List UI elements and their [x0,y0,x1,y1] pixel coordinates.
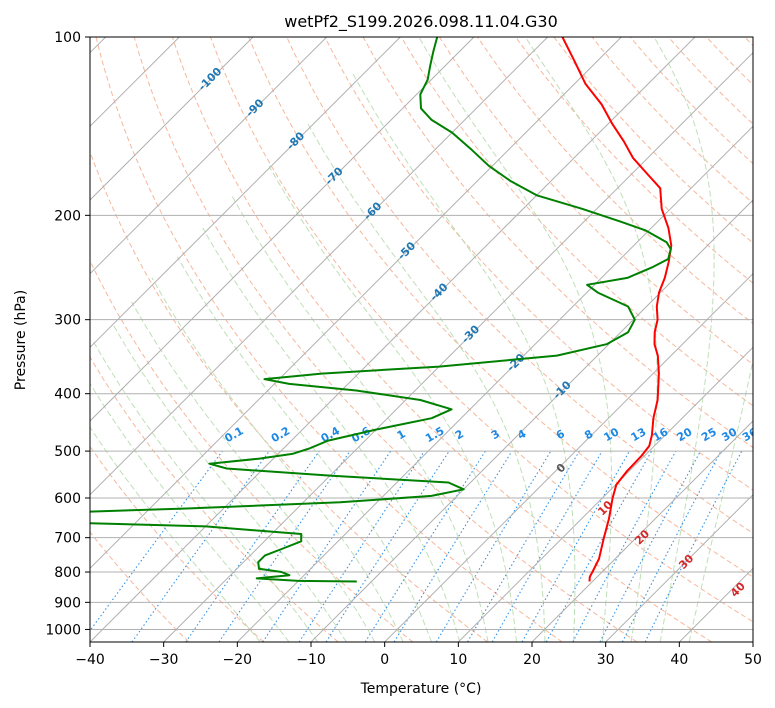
isotherm [457,346,753,642]
y-axis-ticks: 100 200 300 400 500 600 700 800 900 1000 [45,30,90,638]
mixing-ratio-line [393,450,513,642]
moist-adiabat [90,426,261,642]
x-tick-label: 20 [523,652,541,668]
dry-adiabat [133,37,638,642]
mixing-ratio-line [364,450,486,642]
mixing-ratio-line [185,450,320,642]
mixing-ratio-line [262,450,392,642]
mixing-ratio-line [90,450,223,632]
dry-adiabat [286,37,753,534]
x-tick-label: −30 [149,652,179,668]
mixing-ratio-line [644,450,743,642]
dry-adiabat [477,37,753,325]
dry-adiabat [515,37,753,284]
y-tick-label: 900 [54,595,81,611]
moist-adiabat [151,277,404,642]
dry-adiabat [90,356,339,642]
mixing-ratio-line [572,450,677,642]
isotherm [384,272,753,642]
mixing-ratio-line [218,450,351,642]
isotherm [90,37,475,422]
y-tick-label: 700 [54,531,81,547]
mixing-ratio-line [131,450,270,642]
moist-adiabat [307,123,546,642]
chart-title: wetPf2_S199.2026.098.11.04.G30 [284,12,558,32]
temperature-profile [561,37,673,582]
moist-adiabat [418,37,613,642]
moist-adiabat [92,340,319,642]
x-tick-label: 0 [380,652,389,668]
moist-adiabat [112,323,347,642]
moist-adiabat [231,195,489,642]
moist-adiabat [653,37,715,642]
profile-lines [90,37,673,583]
isotherm [90,37,328,275]
dry-adiabat [90,531,190,642]
isotherm [90,37,401,349]
mixing-ratio-line [599,450,701,642]
moist-adiabat [688,358,753,642]
dry-adiabat [210,37,753,623]
x-axis-ticks: −40 −30 −20 −10 0 10 20 30 40 50 [75,642,762,668]
dry-adiabat [324,37,753,491]
moist-adiabat [90,382,290,642]
mixing-ratio-line [521,450,630,642]
isotherm [605,493,753,642]
moist-adiabat [524,37,658,642]
y-tick-label: 200 [54,208,81,224]
mixing-ratio-line [298,450,425,642]
isotherm [90,37,254,201]
x-tick-label: −20 [223,652,253,668]
dry-adiabat [629,37,753,165]
dry-adiabat [400,37,753,407]
y-tick-label: 800 [54,565,81,581]
isotherm [90,37,549,496]
moist-adiabat [268,165,517,642]
dry-adiabat [248,37,753,578]
mixing-ratio-line [545,450,653,642]
dry-adiabat [438,37,753,366]
x-tick-label: −10 [296,652,326,668]
x-tick-label: −40 [75,652,105,668]
dry-adiabat [591,37,753,204]
isotherm [90,37,622,570]
y-tick-label: 400 [54,387,81,403]
y-tick-label: 100 [54,30,81,46]
moist-adiabat [131,301,376,642]
background-lines [90,37,753,642]
isotherm [531,420,753,642]
moist-adiabat [352,72,576,642]
isotherm [90,37,696,642]
y-tick-label: 1000 [45,622,81,638]
y-tick-label: 600 [54,491,81,507]
x-axis-title: Temperature (°C) [360,681,482,697]
y-tick-label: 300 [54,313,81,329]
mixing-ratio-line [325,450,450,642]
x-tick-label: 30 [597,652,615,668]
x-tick-label: 40 [670,652,688,668]
moist-adiabat [202,227,461,642]
moist-adiabat [177,256,432,642]
y-tick-label: 500 [54,444,81,460]
dry-adiabat [90,150,488,642]
x-tick-label: 50 [744,652,762,668]
x-tick-label: 10 [449,652,467,668]
isotherm [236,125,753,642]
dewpoint-profile [90,37,672,583]
y-axis-title: Pressure (hPa) [13,290,29,390]
isotherm [163,51,753,642]
plot-frame [89,36,754,643]
dry-adiabat [362,37,753,449]
dry-adiabat [171,37,712,642]
dry-adiabat [90,259,414,642]
